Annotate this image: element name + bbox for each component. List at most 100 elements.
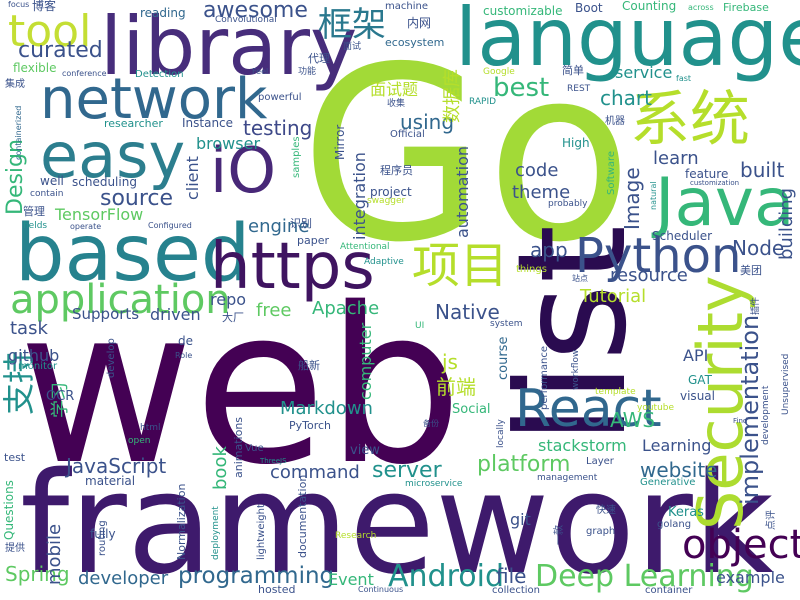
word-web: web [18, 261, 463, 512]
word-command: command [270, 462, 360, 483]
word-built: built [740, 158, 785, 182]
word-tutorial: Tutorial [580, 286, 647, 307]
word-jicheng: 集成 [5, 79, 25, 90]
word-boke: 博客 [32, 0, 57, 13]
word-keras: Keras [668, 505, 704, 520]
word-layer: Layer [586, 456, 614, 467]
word-gat: GAT [688, 373, 712, 387]
word-apache: Apache [312, 298, 380, 319]
word-samples: samples [291, 136, 302, 178]
word-performance: performance [539, 345, 550, 410]
word-js: js [442, 350, 458, 374]
word-scheduling: scheduling [72, 175, 137, 189]
word-youtube: youtube [637, 403, 675, 413]
word-engine: engine [248, 216, 310, 237]
word-high: High [562, 136, 590, 150]
word-github: github [8, 346, 60, 365]
word-management: management [537, 473, 598, 483]
word-jiandan: 简单 [562, 64, 584, 77]
word-view: view [350, 443, 380, 458]
word-stackstorm: stackstorm [538, 436, 627, 455]
word-mianshi: 面试 [343, 42, 362, 52]
word-guanli: 管理 [23, 205, 45, 218]
word-tensorflow: TensorFlow [55, 205, 144, 224]
word-https: https [210, 230, 375, 304]
word-role: Role [175, 351, 193, 360]
word-shibie: 识别 [290, 217, 312, 230]
word-powerful: powerful [258, 92, 302, 103]
word-natural: natural [649, 181, 658, 210]
word-html: html [140, 423, 161, 433]
word-integration: integration [350, 152, 369, 240]
word-generative: Generative [640, 477, 696, 488]
word-official: Official [390, 129, 425, 140]
word-research: Research [335, 531, 377, 541]
word-fast: fast [676, 74, 692, 83]
word-development: development [761, 385, 771, 445]
word-developer: developer [78, 568, 169, 589]
word-mobile: mobile [44, 523, 65, 585]
word-curated: curated [18, 38, 103, 63]
word-contain: contain [30, 189, 64, 199]
word-app: app [530, 238, 568, 262]
word-android: Android [388, 559, 504, 594]
word-vue: Vue [245, 443, 264, 454]
word-de: de [178, 334, 193, 348]
word-source: source [100, 186, 174, 211]
word-based: based [15, 209, 251, 299]
word-event: Event [328, 570, 374, 589]
word-tigong: 提供 [5, 543, 25, 554]
word-counting: Counting [622, 0, 677, 13]
word-repo: repo [210, 290, 247, 309]
word-flexible: flexible [13, 61, 57, 75]
word-hosted: hosted [258, 583, 296, 596]
word-node: Node [732, 236, 785, 260]
word-git: git [510, 510, 531, 529]
word-dachang: 大厂 [222, 311, 244, 324]
word-configured: Configured [148, 221, 192, 230]
word-implementation: implementation [736, 314, 764, 505]
word-supports: Supports [72, 305, 140, 323]
word-operate: operate [70, 222, 102, 231]
word-xitong: 系统 [630, 85, 750, 155]
word-unsupervised: Unsupervised [781, 353, 791, 415]
word-yikuan: 一款 [554, 525, 565, 545]
word-researcher: researcher [104, 117, 163, 130]
word-aws: AWS [610, 408, 656, 432]
word-probably: probably [548, 199, 588, 209]
word-tool: tool [8, 6, 92, 57]
word-framework: framework [20, 443, 774, 600]
word-spring: Spring [5, 562, 70, 586]
word-free: free [256, 300, 292, 321]
word-gongneng: 功能 [298, 67, 317, 77]
word-course: course [496, 336, 511, 380]
word-deep-learning: Deep Learning [535, 559, 754, 594]
word-best: best [493, 73, 550, 103]
word-neiwang: 内网 [407, 16, 432, 30]
word-conference: conference [62, 69, 107, 78]
word-social: Social [452, 402, 491, 417]
word-mirror: Mirror [333, 124, 347, 160]
word-template: template [595, 387, 636, 397]
word-qianduan: 前端 [436, 375, 476, 399]
word-documentation: documentation [296, 474, 309, 558]
word-task: task [10, 318, 48, 339]
word-open: open [128, 436, 151, 446]
word-system: system [490, 319, 523, 329]
word-shouji: 收集 [387, 99, 406, 109]
word-fully: fully [90, 527, 116, 541]
word-file: file [496, 564, 527, 588]
word-code: code [515, 160, 559, 181]
word-well: well [40, 174, 64, 188]
word-feel: Feel [252, 67, 269, 76]
word-object: object [682, 522, 800, 568]
word-adaptive: Adaptive [364, 257, 404, 267]
word-firebase: Firebase [723, 1, 769, 14]
word-rapid: RAPID [469, 97, 497, 107]
word-service: service [615, 63, 673, 82]
word-learning: Learning [642, 436, 712, 455]
word-shujuku: 数据库 [442, 69, 463, 123]
word-software: Software [606, 150, 617, 195]
word-meituan: 美团 [740, 264, 762, 277]
